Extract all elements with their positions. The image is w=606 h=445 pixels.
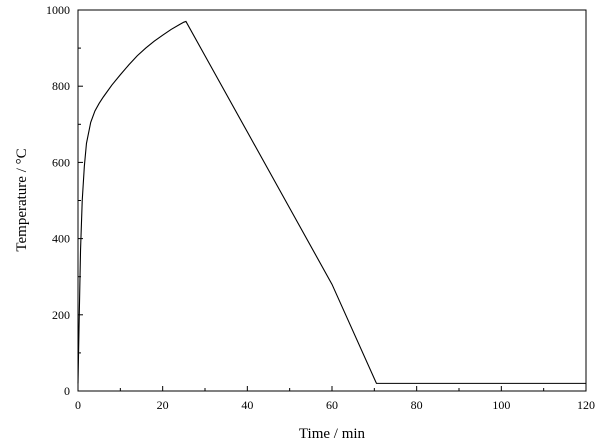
temperature-curve xyxy=(77,20,586,384)
x-tick-label: 120 xyxy=(577,398,595,412)
y-tick-label: 800 xyxy=(52,79,70,93)
x-tick-label: 0 xyxy=(75,398,81,412)
x-tick-label: 100 xyxy=(492,398,510,412)
y-tick-label: 1000 xyxy=(46,3,70,17)
y-axis-label: Temperature / °C xyxy=(14,148,30,251)
y-axis-ticks: 0 200 400 600 800 1000 xyxy=(46,3,83,398)
x-axis-label: Time / min xyxy=(299,426,366,442)
x-tick-label: 40 xyxy=(241,398,253,412)
x-axis-ticks: 0 20 40 60 80 100 120 xyxy=(75,386,595,412)
x-tick-label: 60 xyxy=(326,398,338,412)
x-tick-label: 80 xyxy=(411,398,423,412)
y-tick-label: 0 xyxy=(64,384,70,398)
y-tick-label: 200 xyxy=(52,308,70,322)
x-tick-label: 20 xyxy=(157,398,169,412)
y-tick-label: 400 xyxy=(52,232,70,246)
y-tick-label: 600 xyxy=(52,155,70,169)
plot-frame xyxy=(77,9,587,392)
